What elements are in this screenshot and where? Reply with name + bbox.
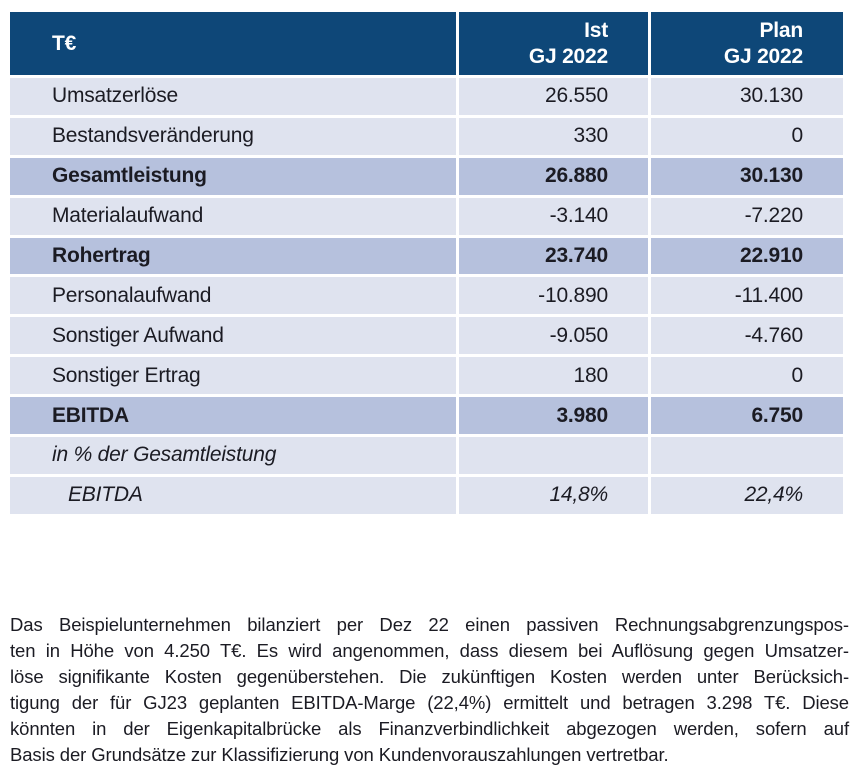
footnote-paragraph: Das Beispielunternehmen bilanziert per D…	[10, 612, 849, 768]
unit-label: T€	[52, 31, 77, 55]
cell-ist: 26.550	[459, 78, 648, 115]
column-header-ist-line1: Ist	[584, 18, 608, 42]
cell-ist: 26.880	[459, 157, 648, 195]
cell-plan: 0	[651, 117, 843, 155]
cell-plan: 30.130	[651, 78, 843, 115]
row-label: Gesamtleistung	[10, 157, 456, 195]
cell-plan: 22,4%	[651, 476, 843, 514]
row-label: in % der Gesamtleistung	[10, 437, 456, 474]
row-label: Materialaufwand	[10, 197, 456, 235]
footnote-line: löse signifikante Kosten gegenüberstehen…	[10, 665, 849, 687]
footnote-line: ten in Höhe von 4.250 T€. Es wird angeno…	[10, 639, 849, 661]
row-label: Personalaufwand	[10, 277, 456, 315]
cell-ist: 14,8%	[459, 476, 648, 514]
cell-ist: 180	[459, 357, 648, 395]
cell-ist	[459, 437, 648, 474]
cell-plan: -7.220	[651, 197, 843, 235]
cell-plan: 30.130	[651, 157, 843, 195]
cell-plan: 0	[651, 357, 843, 395]
cell-plan	[651, 437, 843, 474]
cell-ist: 330	[459, 117, 648, 155]
row-label: EBITDA	[10, 397, 456, 435]
column-header-plan: Plan GJ 2022	[651, 12, 843, 75]
cell-ist: 23.740	[459, 237, 648, 275]
column-header-ist-line2: GJ 2022	[528, 44, 608, 68]
row-label: Rohertrag	[10, 237, 456, 275]
cell-plan: -11.400	[651, 277, 843, 315]
cell-ist: -9.050	[459, 317, 648, 355]
financial-table: T€ Ist GJ 2022 Plan GJ 2022 Umsatzerlöse…	[10, 12, 843, 514]
footnote-line: Das Beispielunternehmen bilanziert per D…	[10, 613, 849, 635]
cell-plan: -4.760	[651, 317, 843, 355]
row-label: Bestandsveränderung	[10, 117, 456, 155]
row-label: Sonstiger Aufwand	[10, 317, 456, 355]
cell-ist: -10.890	[459, 277, 648, 315]
row-label: EBITDA	[10, 476, 456, 514]
footnote-line: tigung der für GJ23 geplanten EBITDA-Mar…	[10, 691, 849, 713]
cell-plan: 22.910	[651, 237, 843, 275]
column-header-plan-line1: Plan	[759, 18, 803, 42]
footnote-line: könnten in der Eigenkapitalbrücke als Fi…	[10, 717, 849, 739]
row-label: Sonstiger Ertrag	[10, 357, 456, 395]
footnote-line: Basis der Grundsätze zur Klassifizierung…	[10, 743, 669, 765]
cell-ist: 3.980	[459, 397, 648, 435]
column-header-unit: T€	[10, 12, 456, 75]
column-header-plan-line2: GJ 2022	[723, 44, 803, 68]
column-header-ist: Ist GJ 2022	[459, 12, 648, 75]
row-label: Umsatzerlöse	[10, 78, 456, 115]
cell-ist: -3.140	[459, 197, 648, 235]
cell-plan: 6.750	[651, 397, 843, 435]
